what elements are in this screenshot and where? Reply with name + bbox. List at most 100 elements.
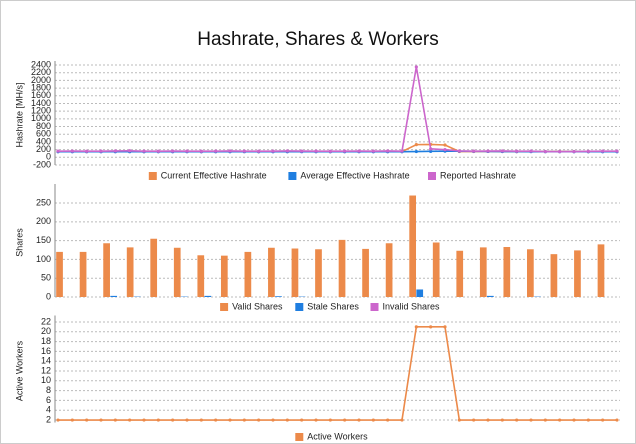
legend-label: Valid Shares: [232, 301, 283, 311]
point: [300, 149, 304, 153]
bar: [110, 295, 118, 297]
y-axis-label: Hashrate [MH/s]: [14, 82, 24, 147]
point: [429, 147, 433, 151]
series-line: [58, 326, 617, 421]
y-tick-label: 22: [41, 316, 51, 326]
bar: [315, 249, 322, 297]
bar: [220, 255, 228, 297]
point: [70, 418, 74, 422]
point: [443, 143, 447, 147]
point: [171, 418, 175, 422]
point: [242, 418, 246, 422]
legend-swatch: [295, 303, 304, 311]
point: [56, 418, 60, 422]
point: [429, 149, 433, 153]
point: [414, 65, 418, 69]
bar: [574, 250, 581, 297]
bar: [416, 289, 424, 297]
y-tick-label: 150: [36, 235, 51, 245]
point: [386, 149, 390, 153]
y-tick-label: 0: [46, 291, 51, 301]
y-axis-label: Shares: [14, 228, 24, 257]
point: [257, 149, 261, 153]
y-tick-label: 1400: [31, 98, 51, 108]
legend-swatch: [148, 172, 157, 180]
point: [601, 418, 605, 422]
point: [228, 149, 232, 153]
y-tick-label: 600: [36, 129, 51, 139]
bar: [479, 247, 487, 297]
point: [429, 325, 433, 329]
y-tick-label: 6: [46, 395, 51, 405]
point: [586, 149, 590, 153]
bar: [197, 255, 205, 297]
point: [85, 149, 89, 153]
point: [615, 149, 619, 153]
point: [472, 149, 476, 153]
legend-label: Invalid Shares: [383, 301, 441, 311]
bar: [409, 195, 417, 297]
bar: [79, 251, 87, 297]
bar: [503, 247, 511, 297]
y-tick-label: 2000: [31, 75, 51, 85]
legend-label: Average Effective Hashrate: [300, 170, 409, 180]
legend-label: Active Workers: [307, 431, 368, 441]
point: [343, 418, 347, 422]
point: [529, 418, 533, 422]
y-axis-label: Active Workers: [14, 340, 24, 401]
point: [242, 149, 246, 153]
point: [228, 418, 232, 422]
point: [529, 149, 533, 153]
y-tick-label: 1200: [31, 106, 51, 116]
bar: [385, 243, 393, 297]
point: [500, 149, 504, 153]
point: [343, 149, 347, 153]
point: [414, 143, 418, 147]
point: [472, 418, 476, 422]
bar: [486, 295, 494, 297]
point: [300, 418, 304, 422]
point: [99, 418, 103, 422]
point: [314, 418, 318, 422]
point: [156, 418, 160, 422]
chart-title: Hashrate, Shares & Workers: [197, 29, 438, 50]
point: [271, 418, 275, 422]
point: [199, 418, 203, 422]
point: [414, 149, 418, 154]
y-tick-label: 10: [41, 375, 51, 385]
point: [443, 148, 447, 152]
point: [70, 149, 74, 153]
y-tick-label: 2200: [31, 67, 51, 77]
bar: [338, 239, 346, 297]
point: [457, 418, 461, 422]
point: [214, 149, 218, 153]
y-tick-label: 2400: [31, 59, 51, 69]
point: [142, 418, 146, 422]
y-tick-label: 14: [41, 356, 51, 366]
legend-label: Current Effective Hashrate: [161, 170, 267, 180]
y-tick-label: 0: [46, 152, 51, 162]
bar: [527, 249, 534, 297]
bar: [173, 247, 181, 297]
legend-swatch: [295, 433, 304, 441]
bar: [56, 251, 63, 297]
bar: [597, 244, 605, 297]
point: [500, 418, 504, 422]
bar: [204, 295, 212, 297]
point: [558, 150, 562, 154]
y-tick-label: 1000: [31, 113, 51, 123]
point: [543, 418, 547, 422]
point: [128, 149, 132, 153]
point: [572, 149, 576, 154]
y-tick-label: 18: [41, 336, 51, 346]
bar: [432, 242, 440, 297]
point: [257, 418, 261, 422]
y-tick-label: 250: [36, 197, 51, 207]
point: [357, 149, 361, 153]
point: [328, 149, 332, 153]
point: [601, 149, 605, 153]
bar: [362, 248, 369, 297]
point: [371, 418, 375, 422]
point: [615, 418, 619, 422]
y-tick-label: 8: [46, 385, 51, 395]
